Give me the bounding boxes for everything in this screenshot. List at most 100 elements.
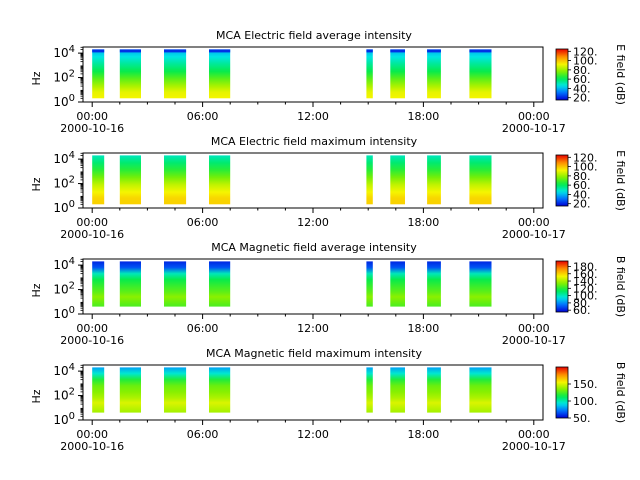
data-burst-4 bbox=[209, 155, 231, 205]
y-tick-label: 104 bbox=[53, 44, 75, 60]
colorbar-tick-label: 100. bbox=[573, 55, 598, 68]
x-tick-label: 00:00 bbox=[518, 110, 550, 123]
data-burst-6 bbox=[390, 155, 405, 205]
colorbar-tick-label: 80. bbox=[573, 64, 591, 77]
data-burst-4 bbox=[209, 261, 231, 307]
colorbar-tick-label: 40. bbox=[573, 188, 591, 201]
y-tick-label: 102 bbox=[53, 69, 75, 85]
data-burst-top-1 bbox=[92, 49, 105, 53]
colorbar bbox=[555, 260, 569, 313]
colorbar-tick-label: 120. bbox=[573, 282, 598, 295]
data-burst-2 bbox=[119, 261, 141, 307]
date-end-label: 2000-10-17 bbox=[502, 122, 566, 135]
x-tick-label: 06:00 bbox=[187, 428, 219, 441]
colorbar-tick-label: 120. bbox=[573, 151, 598, 164]
data-burst-5 bbox=[366, 367, 373, 413]
y-tick-label: 102 bbox=[53, 387, 75, 403]
x-tick-label: 00:00 bbox=[76, 428, 108, 441]
y-tick-label: 104 bbox=[53, 362, 75, 378]
data-burst-7 bbox=[427, 367, 441, 413]
colorbar-tick-label: 120. bbox=[573, 45, 598, 58]
data-burst-8 bbox=[469, 155, 492, 205]
data-burst-5 bbox=[366, 261, 373, 307]
x-tick-label: 18:00 bbox=[408, 322, 440, 335]
data-burst-1 bbox=[92, 261, 105, 307]
colorbar bbox=[555, 48, 569, 101]
data-burst-7 bbox=[427, 155, 441, 205]
panel-title: MCA Magnetic field maximum intensity bbox=[206, 347, 422, 360]
data-burst-5 bbox=[366, 155, 373, 205]
panel-title: MCA Electric field average intensity bbox=[216, 29, 412, 42]
colorbar-tick-label: 100. bbox=[573, 290, 598, 303]
x-tick-label: 00:00 bbox=[518, 216, 550, 229]
data-burst-6 bbox=[390, 49, 405, 99]
y-axis-label: Hz bbox=[30, 283, 43, 297]
date-start-label: 2000-10-16 bbox=[60, 122, 124, 135]
data-burst-3 bbox=[164, 261, 187, 307]
x-tick-label: 12:00 bbox=[297, 322, 329, 335]
colorbar-tick-label: 150. bbox=[573, 378, 598, 391]
colorbar-tick-label: 60. bbox=[573, 73, 591, 86]
x-tick-label: 12:00 bbox=[297, 110, 329, 123]
colorbar-tick-label: 20. bbox=[573, 92, 591, 105]
colorbar-label: E field (dB) bbox=[614, 150, 627, 211]
data-burst-8 bbox=[469, 261, 492, 307]
colorbar-tick-label: 100. bbox=[573, 395, 598, 408]
colorbar-tick-label: 160. bbox=[573, 268, 598, 281]
y-axis-label: Hz bbox=[30, 71, 43, 85]
date-end-label: 2000-10-17 bbox=[502, 228, 566, 241]
data-burst-4 bbox=[209, 367, 231, 413]
data-burst-1 bbox=[92, 155, 105, 205]
x-tick-label: 00:00 bbox=[76, 216, 108, 229]
x-tick-label: 18:00 bbox=[408, 428, 440, 441]
x-tick-label: 00:00 bbox=[518, 322, 550, 335]
x-tick-label: 06:00 bbox=[187, 322, 219, 335]
data-burst-2 bbox=[119, 49, 141, 99]
x-tick-label: 12:00 bbox=[297, 428, 329, 441]
data-burst-7 bbox=[427, 49, 441, 99]
y-axis-label: Hz bbox=[30, 389, 43, 403]
x-tick-label: 12:00 bbox=[297, 216, 329, 229]
data-burst-3 bbox=[164, 155, 187, 205]
y-tick-label: 100 bbox=[53, 305, 75, 321]
data-burst-8 bbox=[469, 367, 492, 413]
data-burst-6 bbox=[390, 367, 405, 413]
colorbar-label: B field (dB) bbox=[614, 362, 627, 423]
panel-title: MCA Electric field maximum intensity bbox=[211, 135, 418, 148]
y-tick-label: 104 bbox=[53, 256, 75, 272]
colorbar bbox=[555, 366, 569, 419]
colorbar-tick-label: 50. bbox=[573, 412, 591, 425]
y-tick-label: 100 bbox=[53, 411, 75, 427]
data-burst-4 bbox=[209, 49, 231, 99]
data-burst-8 bbox=[469, 49, 492, 99]
data-burst-top-2 bbox=[119, 49, 141, 53]
data-burst-5 bbox=[366, 49, 373, 99]
data-burst-top-5 bbox=[366, 49, 373, 53]
y-tick-label: 100 bbox=[53, 93, 75, 109]
panel-3: MCA Magnetic field average intensity Hz 10… bbox=[30, 241, 627, 347]
colorbar-tick-label: 100. bbox=[573, 161, 598, 174]
date-end-label: 2000-10-17 bbox=[502, 334, 566, 347]
y-tick-label: 104 bbox=[53, 150, 75, 166]
x-tick-label: 18:00 bbox=[408, 110, 440, 123]
panel-1: MCA Electric field average intensity Hz 10… bbox=[30, 29, 627, 135]
panel-title: MCA Magnetic field average intensity bbox=[211, 241, 417, 254]
data-burst-2 bbox=[119, 367, 141, 413]
colorbar-tick-label: 180. bbox=[573, 260, 598, 273]
colorbar-tick-label: 60. bbox=[573, 304, 591, 317]
y-tick-label: 102 bbox=[53, 175, 75, 191]
data-burst-1 bbox=[92, 49, 105, 99]
x-tick-label: 00:00 bbox=[76, 110, 108, 123]
data-burst-top-8 bbox=[469, 49, 492, 53]
colorbar-tick-label: 20. bbox=[573, 198, 591, 211]
data-burst-1 bbox=[92, 367, 105, 413]
colorbar bbox=[555, 154, 569, 207]
colorbar-tick-label: 40. bbox=[573, 82, 591, 95]
colorbar-tick-label: 80. bbox=[573, 297, 591, 310]
x-tick-label: 06:00 bbox=[187, 216, 219, 229]
y-axis-label: Hz bbox=[30, 177, 43, 191]
data-burst-3 bbox=[164, 49, 187, 99]
data-burst-top-6 bbox=[390, 49, 405, 53]
colorbar-tick-label: 60. bbox=[573, 179, 591, 192]
